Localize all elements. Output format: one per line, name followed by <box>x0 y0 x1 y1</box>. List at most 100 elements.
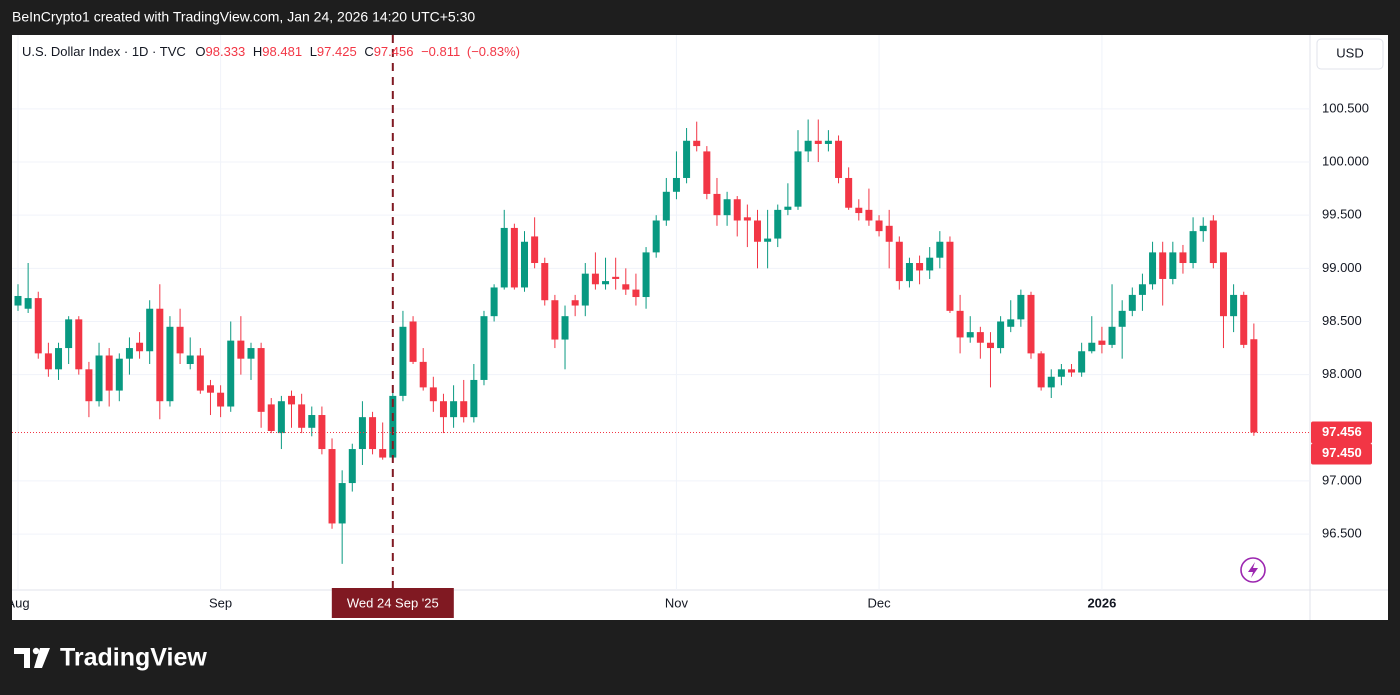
x-tick-label: Sep <box>209 595 232 610</box>
candle-body <box>399 326 407 396</box>
candle-body <box>1199 225 1207 232</box>
candle-body <box>531 236 539 264</box>
y-tick-label: 97.000 <box>1322 472 1362 487</box>
candle-body <box>288 395 296 405</box>
candle-body <box>632 289 640 298</box>
legend-label: C <box>364 44 373 59</box>
legend-value: 98.333 <box>206 44 246 59</box>
candle-body <box>997 321 1005 349</box>
y-tick-label: 99.500 <box>1322 207 1362 222</box>
legend-change: −0.811 <box>421 44 460 59</box>
time-axis: Aug Sep Nov Dec 2026 <box>12 595 1116 610</box>
candle-body <box>328 449 336 524</box>
candle-body <box>1027 294 1035 354</box>
candle-body <box>733 199 741 221</box>
candle-body <box>176 326 184 354</box>
candle-body <box>662 191 670 221</box>
lightning-circle[interactable] <box>1240 557 1266 583</box>
candle-body <box>227 340 235 407</box>
x-tick-label: Nov <box>665 595 689 610</box>
candle-body <box>814 140 822 144</box>
candle-body <box>196 355 204 391</box>
price-axis: 96.500 97.000 98.000 98.500 99.000 99.500 100.… <box>1322 100 1369 540</box>
y-tick-label: 98.500 <box>1322 313 1362 328</box>
candle-body <box>683 140 691 178</box>
candle-body <box>541 263 549 301</box>
candle-body <box>267 404 275 431</box>
candle-body <box>379 449 387 458</box>
candle-body <box>308 415 316 428</box>
candle-body <box>804 140 812 152</box>
candle-body <box>409 321 417 362</box>
candle-body <box>55 348 63 370</box>
candle-body <box>500 227 508 288</box>
candle-body <box>946 241 954 311</box>
candle-body <box>1047 376 1055 388</box>
candle-body <box>835 140 843 178</box>
candle-body <box>1108 326 1116 345</box>
candle-body <box>460 401 468 418</box>
candle-body <box>561 316 569 340</box>
candle-body <box>146 308 154 352</box>
currency-label[interactable]: USD <box>1336 45 1363 60</box>
candle-body <box>1118 310 1126 327</box>
candle-body <box>895 241 903 282</box>
candle-body <box>480 316 488 380</box>
last-price-label: 97.456 <box>1322 424 1362 439</box>
candle-body <box>703 151 711 194</box>
candle-body <box>875 220 883 232</box>
y-tick-label: 98.000 <box>1322 366 1362 381</box>
candle-body <box>166 326 174 402</box>
candle-body <box>1250 339 1258 433</box>
candle-body <box>885 225 893 242</box>
candle-body <box>1128 294 1136 311</box>
candle-body <box>1007 319 1015 327</box>
candle-body <box>855 207 863 214</box>
candle-body <box>136 342 144 352</box>
candle-body <box>338 483 346 524</box>
candle-body <box>186 355 194 365</box>
candle-body <box>1017 294 1025 320</box>
candle-body <box>34 298 42 354</box>
candle-body <box>206 385 214 393</box>
currency-button-box[interactable] <box>1316 38 1384 70</box>
legend-value: 97.456 <box>374 44 414 59</box>
y-tick-label: 100.500 <box>1322 100 1369 115</box>
y-tick-label: 100.000 <box>1322 153 1369 168</box>
candle-body <box>358 417 366 450</box>
candle-body <box>85 369 93 402</box>
candle-body <box>672 177 680 192</box>
crosshair-label-box <box>331 588 454 618</box>
price-label-box <box>1311 443 1372 465</box>
x-tick-label: 2026 <box>1087 595 1116 610</box>
candle-body <box>865 209 873 221</box>
candle-body <box>257 348 265 412</box>
candle-body <box>1138 284 1146 295</box>
candle-body <box>1149 252 1157 285</box>
candle-body <box>105 355 113 391</box>
lightning-icon[interactable] <box>1240 557 1266 583</box>
candle-body <box>581 273 589 306</box>
candle-body <box>247 348 255 359</box>
legend-title: U.S. Dollar Index · 1D · TVC <box>22 44 186 59</box>
candle-body <box>510 227 518 288</box>
lightning-bolt[interactable] <box>1248 562 1258 578</box>
y-tick-label: 96.500 <box>1322 526 1362 541</box>
legend-label: L <box>310 44 317 59</box>
header-text: BeInCrypto1 created with TradingView.com… <box>12 9 475 25</box>
y-tick-label: 99.000 <box>1322 260 1362 275</box>
candle-body <box>764 238 772 242</box>
candle-body <box>369 417 377 450</box>
candle-body <box>622 284 630 290</box>
candle-body <box>1057 369 1065 377</box>
candle-body <box>429 387 437 402</box>
currency-button[interactable]: USD <box>1316 38 1384 70</box>
candle-body <box>1209 220 1217 264</box>
candle-body <box>652 220 660 253</box>
chart-panel <box>12 35 1388 620</box>
candle-body <box>1179 252 1187 264</box>
candle-body <box>521 241 528 288</box>
price-label: 97.450 <box>1322 445 1362 460</box>
candle-body <box>774 209 782 239</box>
